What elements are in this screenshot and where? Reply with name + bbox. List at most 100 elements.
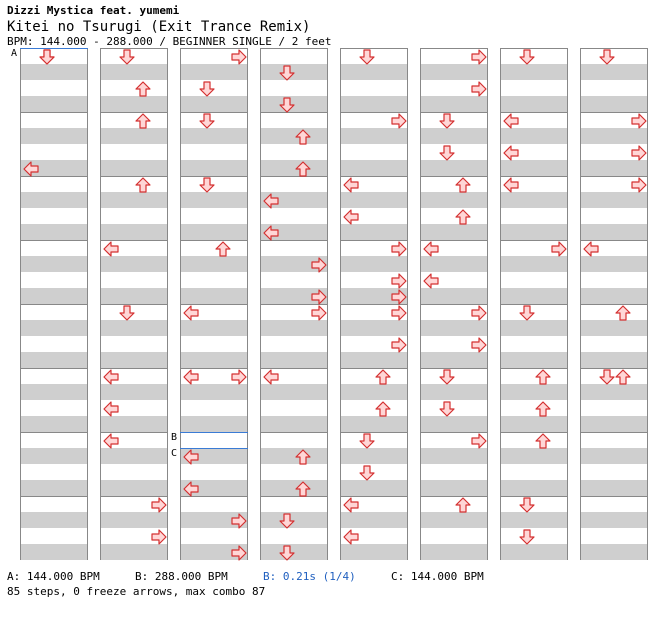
beat-band: [21, 416, 87, 432]
beat-band: [101, 160, 167, 176]
beat-band: [101, 96, 167, 112]
beat-band: [261, 288, 327, 304]
down-arrow-icon: [439, 113, 455, 129]
measure-line: [21, 432, 87, 433]
beat-band: [581, 512, 647, 528]
right-arrow-icon: [311, 257, 327, 273]
beat-band: [21, 512, 87, 528]
measure-line: [101, 368, 167, 369]
down-arrow-icon: [199, 113, 215, 129]
beat-band: [181, 160, 247, 176]
left-arrow-icon: [183, 369, 199, 385]
down-arrow-icon: [279, 513, 295, 529]
down-arrow-icon: [519, 49, 535, 65]
beat-band: [421, 256, 487, 272]
left-arrow-icon: [343, 177, 359, 193]
right-arrow-icon: [231, 369, 247, 385]
measure-line: [101, 496, 167, 497]
right-arrow-icon: [631, 177, 647, 193]
beat-band: [101, 416, 167, 432]
beat-band: [181, 192, 247, 208]
measure-line: [581, 304, 647, 305]
beat-band: [421, 288, 487, 304]
left-arrow-icon: [103, 241, 119, 257]
beat-band: [21, 288, 87, 304]
left-arrow-icon: [343, 497, 359, 513]
beat-band: [181, 256, 247, 272]
right-arrow-icon: [151, 497, 167, 513]
beat-band: [581, 480, 647, 496]
bpm-marker-c-label: C: [171, 448, 178, 459]
bpm-marker-c-line: [180, 448, 248, 449]
chart-column: [420, 48, 488, 560]
right-arrow-icon: [151, 529, 167, 545]
up-arrow-icon: [135, 113, 151, 129]
measure-line: [261, 496, 327, 497]
down-arrow-icon: [439, 369, 455, 385]
left-arrow-icon: [263, 369, 279, 385]
measure-line: [581, 432, 647, 433]
up-arrow-icon: [295, 449, 311, 465]
beat-band: [181, 416, 247, 432]
down-arrow-icon: [119, 49, 135, 65]
measure-line: [581, 240, 647, 241]
beat-band: [421, 352, 487, 368]
left-arrow-icon: [103, 433, 119, 449]
beat-band: [501, 416, 567, 432]
beat-band: [341, 416, 407, 432]
up-arrow-icon: [455, 177, 471, 193]
beat-band: [261, 512, 327, 528]
beat-band: [421, 384, 487, 400]
down-arrow-icon: [39, 49, 55, 65]
measure-line: [501, 176, 567, 177]
down-arrow-icon: [119, 305, 135, 321]
beat-band: [501, 96, 567, 112]
beat-band: [501, 352, 567, 368]
beat-band: [261, 416, 327, 432]
beat-band: [261, 544, 327, 560]
measure-line: [261, 432, 327, 433]
measure-line: [261, 240, 327, 241]
measure-line: [421, 304, 487, 305]
measure-line: [341, 240, 407, 241]
measure-line: [501, 304, 567, 305]
beat-band: [21, 128, 87, 144]
measure-line: [181, 368, 247, 369]
beat-band: [421, 160, 487, 176]
beat-band: [581, 416, 647, 432]
up-arrow-icon: [615, 305, 631, 321]
beat-band: [421, 480, 487, 496]
beat-band: [341, 256, 407, 272]
beat-band: [341, 480, 407, 496]
beat-band: [261, 448, 327, 464]
beat-band: [501, 320, 567, 336]
measure-line: [501, 496, 567, 497]
right-arrow-icon: [471, 81, 487, 97]
chart-info: BPM: 144.000 - 288.000 / BEGINNER SINGLE…: [7, 35, 332, 48]
beat-band: [421, 96, 487, 112]
up-arrow-icon: [615, 369, 631, 385]
right-arrow-icon: [471, 337, 487, 353]
right-arrow-icon: [471, 305, 487, 321]
beat-band: [341, 64, 407, 80]
down-arrow-icon: [439, 401, 455, 417]
left-arrow-icon: [23, 161, 39, 177]
beat-band: [261, 64, 327, 80]
beat-band: [341, 128, 407, 144]
beat-band: [421, 64, 487, 80]
beat-band: [421, 320, 487, 336]
left-arrow-icon: [103, 401, 119, 417]
beat-band: [581, 288, 647, 304]
beat-band: [581, 128, 647, 144]
beat-band: [501, 544, 567, 560]
chart-column: [180, 48, 248, 561]
left-arrow-icon: [343, 209, 359, 225]
beat-band: [341, 352, 407, 368]
right-arrow-icon: [391, 337, 407, 353]
right-arrow-icon: [311, 305, 327, 321]
chart-column: [580, 48, 648, 560]
footer-bpm-b: B: 288.000 BPM: [135, 570, 228, 583]
down-arrow-icon: [359, 433, 375, 449]
right-arrow-icon: [231, 513, 247, 529]
right-arrow-icon: [311, 289, 327, 305]
